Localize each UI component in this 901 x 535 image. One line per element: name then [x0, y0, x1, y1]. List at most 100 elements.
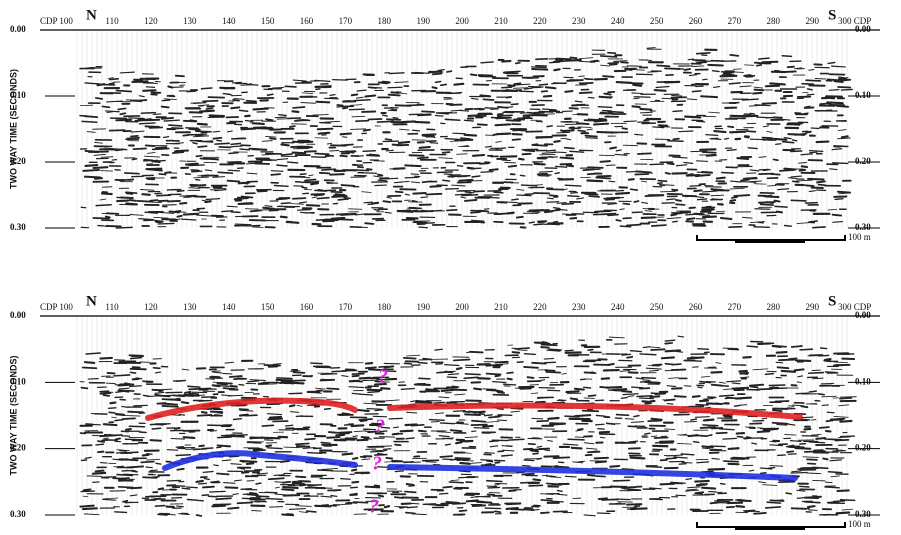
reflector [775, 351, 788, 354]
reflector [599, 55, 618, 58]
reflector [833, 145, 849, 148]
reflector [172, 142, 184, 145]
reflector [545, 371, 562, 374]
reflector [837, 137, 851, 140]
reflector [356, 408, 370, 412]
reflector [473, 427, 490, 429]
reflector [790, 507, 808, 510]
reflector [597, 106, 613, 109]
reflector [406, 411, 418, 414]
reflector [109, 401, 117, 405]
reflector [323, 407, 331, 410]
reflector [667, 139, 684, 143]
reflector [831, 417, 846, 421]
reflector [562, 443, 579, 446]
reflector [122, 499, 129, 503]
reflector [627, 178, 635, 181]
reflector [665, 457, 677, 460]
reflector [182, 212, 200, 216]
reflector [587, 450, 601, 454]
reflector [349, 104, 363, 106]
reflector [752, 368, 769, 371]
reflector [458, 145, 467, 148]
reflector [743, 136, 750, 139]
reflector [831, 148, 843, 151]
reflector [158, 173, 167, 176]
reflector [523, 87, 533, 90]
reflector [497, 116, 513, 119]
reflector [101, 105, 111, 109]
reflector [84, 149, 100, 153]
reflector [808, 190, 816, 193]
reflector [132, 147, 147, 151]
reflector [496, 419, 507, 422]
reflector [653, 88, 667, 92]
reflector [759, 471, 767, 475]
reflector [664, 339, 676, 342]
reflector [648, 487, 662, 490]
reflector [585, 137, 598, 139]
reflector [838, 404, 850, 407]
reflector [436, 431, 451, 433]
reflector [534, 341, 551, 345]
reflector [828, 89, 840, 91]
reflector [671, 363, 682, 366]
reflector [726, 380, 742, 383]
reflector [800, 165, 809, 169]
reflector [480, 171, 494, 173]
horizon [145, 397, 358, 421]
reflector [540, 343, 558, 347]
reflector [796, 496, 809, 499]
reflector [839, 419, 853, 423]
reflector [125, 192, 134, 195]
reflector [840, 88, 853, 91]
reflector [548, 194, 559, 197]
reflector [296, 404, 303, 407]
reflector [564, 90, 574, 93]
reflector [151, 160, 161, 164]
reflector [356, 89, 367, 92]
reflector [599, 436, 606, 439]
cdp-label: 220 [533, 16, 547, 26]
reflector [155, 146, 168, 150]
reflector [438, 396, 450, 399]
reflector [547, 197, 554, 200]
reflector [557, 493, 568, 496]
reflector [152, 169, 163, 172]
reflector [522, 447, 534, 451]
reflector [202, 485, 215, 489]
reflector [336, 104, 344, 107]
reflector [573, 387, 585, 391]
reflector [364, 430, 381, 433]
reflector [233, 479, 243, 482]
reflector [485, 363, 503, 367]
reflector [605, 196, 621, 200]
cdp-label: 290 [805, 302, 819, 312]
reflector [307, 375, 313, 377]
reflector [107, 77, 114, 79]
reflector [268, 209, 279, 212]
reflector [368, 153, 379, 156]
reflector [687, 58, 695, 61]
reflector [257, 381, 270, 385]
reflector [769, 440, 776, 443]
reflector [829, 459, 842, 462]
reflector [749, 180, 762, 183]
reflector [478, 162, 490, 165]
reflector [816, 180, 826, 184]
reflector [84, 163, 99, 168]
reflector [494, 360, 509, 364]
reflector [315, 389, 323, 393]
reflector [775, 361, 784, 364]
reflector [624, 68, 633, 71]
reflector [196, 111, 203, 114]
reflector [140, 111, 157, 115]
reflector [761, 102, 778, 105]
reflector [174, 74, 185, 78]
reflector [248, 147, 264, 151]
reflector [801, 82, 815, 85]
reflector [404, 193, 411, 196]
reflector [193, 394, 206, 397]
reflector [686, 98, 698, 101]
reflector [639, 107, 653, 111]
